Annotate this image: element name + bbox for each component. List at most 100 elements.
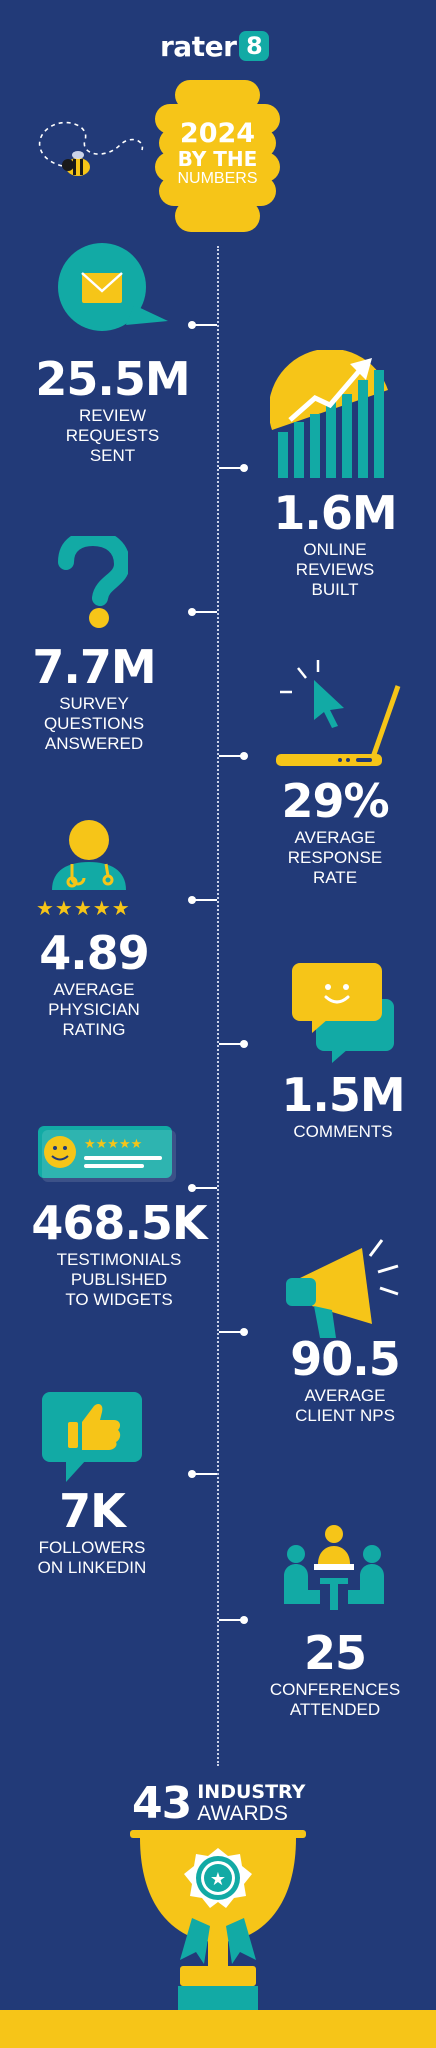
thumbs-up-icon [42,1392,142,1482]
stat-label-line: SENT [89,446,136,465]
stat-label-block: COMMENTS [268,1122,418,1142]
stat-label-line: TO WIDGETS [65,1290,173,1309]
stat-label-line: ANSWERED [44,734,144,753]
timeline-connector [190,611,217,613]
timeline-dot [240,752,248,760]
timeline-connector [190,324,217,326]
timeline-dot [240,1328,248,1336]
stat-label-line: COMMENTS [293,1122,393,1141]
timeline-dot [240,1616,248,1624]
stat-label-line: PHYSICIAN [48,1000,140,1019]
stat-label-block: AVERAGE PHYSICIAN RATING [20,980,168,1040]
stat-linkedin-followers: 7K FOLLOWERS ON LINKEDIN [10,1488,174,1578]
stat-label-line: ON LINKEDIN [37,1558,147,1577]
envelope-chat-icon [58,243,168,331]
stat-label-line: QUESTIONS [43,714,145,733]
chat-bubbles-icon [292,963,394,1063]
stat-label-line: AVERAGE [53,980,135,999]
stat-label-line: PUBLISHED [70,1270,168,1289]
stat-label-line: RESPONSE [287,848,383,867]
question-mark-icon [58,536,128,628]
stat-value: 468.5K [31,1196,207,1250]
hero-honeycomb: 2024 BY THE NUMBERS [155,80,280,234]
stat-response-rate: 29% AVERAGE RESPONSE RATE [260,778,410,888]
awards-label-line2: AWARDS [197,1802,288,1825]
timeline-dot [240,1040,248,1048]
stat-label-line: REVIEW [78,406,147,425]
timeline-connector [219,1619,245,1621]
timeline-connector [190,899,217,901]
stat-label-line: CONFERENCES [269,1680,401,1699]
stat-label-line: ONLINE [303,540,367,559]
stat-conferences: 25 CONFERENCES ATTENDED [260,1630,410,1720]
stat-value: 7K [59,1484,126,1538]
five-stars-icon: ★★★★★ [36,896,131,920]
stat-testimonials: 468.5K TESTIMONIALS PUBLISHED TO WIDGETS [14,1200,224,1310]
awards-label-line1: INDUSTRY [197,1781,306,1803]
stat-label-block: ONLINE REVIEWS BUILT [260,540,410,600]
stat-physician-rating: 4.89 AVERAGE PHYSICIAN RATING [20,930,168,1040]
timeline-dot [188,1470,196,1478]
stat-review-requests: 25.5M REVIEW REQUESTS SENT [20,356,205,466]
stat-value: 25.5M [35,352,190,406]
svg-text:★★★★★: ★★★★★ [84,1137,142,1152]
brand-mark: 8 [239,31,270,61]
stat-label-block: FOLLOWERS ON LINKEDIN [10,1538,174,1578]
stat-value: 90.5 [290,1332,401,1386]
awards-label: INDUSTRY AWARDS [197,1781,306,1825]
stat-label-line: TESTIMONIALS [56,1250,182,1269]
brand-logo: rater 8 [160,28,270,64]
stat-value: 7.7M [32,640,156,694]
timeline-dot [188,1184,196,1192]
stat-label-block: SURVEY QUESTIONS ANSWERED [20,694,168,754]
stat-client-nps: 90.5 AVERAGE CLIENT NPS [270,1336,420,1426]
brand-name: rater [160,29,237,63]
stat-label-line: REQUESTS [65,426,160,445]
meeting-people-icon [284,1525,384,1610]
timeline-dot [188,321,196,329]
testimonial-card-icon: ★★★★★ [38,1126,176,1182]
stat-label-line: AVERAGE [304,1386,386,1405]
stat-label-line: REVIEWS [295,560,375,579]
timeline-connector [219,755,245,757]
timeline-dot [188,896,196,904]
timeline-connector [190,1187,217,1189]
footer-band [0,2010,436,2048]
stat-label-block: TESTIMONIALS PUBLISHED TO WIDGETS [14,1250,224,1310]
stat-label-line: SURVEY [59,694,129,713]
stat-value: 1.6M [273,486,397,540]
stat-value: 29% [281,774,389,828]
stat-survey-questions: 7.7M SURVEY QUESTIONS ANSWERED [20,644,168,754]
timeline-line [217,246,219,1766]
stat-value: 25 [303,1626,367,1680]
timeline-connector [219,1331,245,1333]
stat-value: 1.5M [281,1068,405,1122]
timeline-connector [190,1473,217,1475]
laptop-cursor-icon [276,660,401,766]
timeline-dot [240,464,248,472]
awards-count: 43 [132,1777,192,1829]
stat-online-reviews: 1.6M ONLINE REVIEWS BUILT [260,490,410,600]
timeline-connector [219,467,245,469]
stat-label-block: CONFERENCES ATTENDED [260,1680,410,1720]
timeline-connector [219,1043,245,1045]
stat-label-block: REVIEW REQUESTS SENT [20,406,205,466]
hero-caption: NUMBERS [177,170,258,187]
stat-label-line: CLIENT NPS [295,1406,395,1425]
stat-label-line: ATTENDED [289,1700,381,1719]
trophy-icon: ★ [130,1830,306,2010]
stat-value: 4.89 [39,926,150,980]
timeline-dot [188,608,196,616]
stat-label-block: AVERAGE CLIENT NPS [270,1386,420,1426]
physician-icon [52,820,126,890]
rising-bar-chart-icon [270,350,388,478]
stat-label-block: AVERAGE RESPONSE RATE [260,828,410,888]
stat-label-line: RATING [62,1020,126,1039]
svg-text:★: ★ [210,1869,226,1890]
megaphone-icon [286,1239,399,1338]
stat-comments: 1.5M COMMENTS [268,1072,418,1142]
stat-label-line: BUILT [311,580,359,599]
stat-label-line: FOLLOWERS [38,1538,146,1557]
bee-icon [38,121,144,176]
